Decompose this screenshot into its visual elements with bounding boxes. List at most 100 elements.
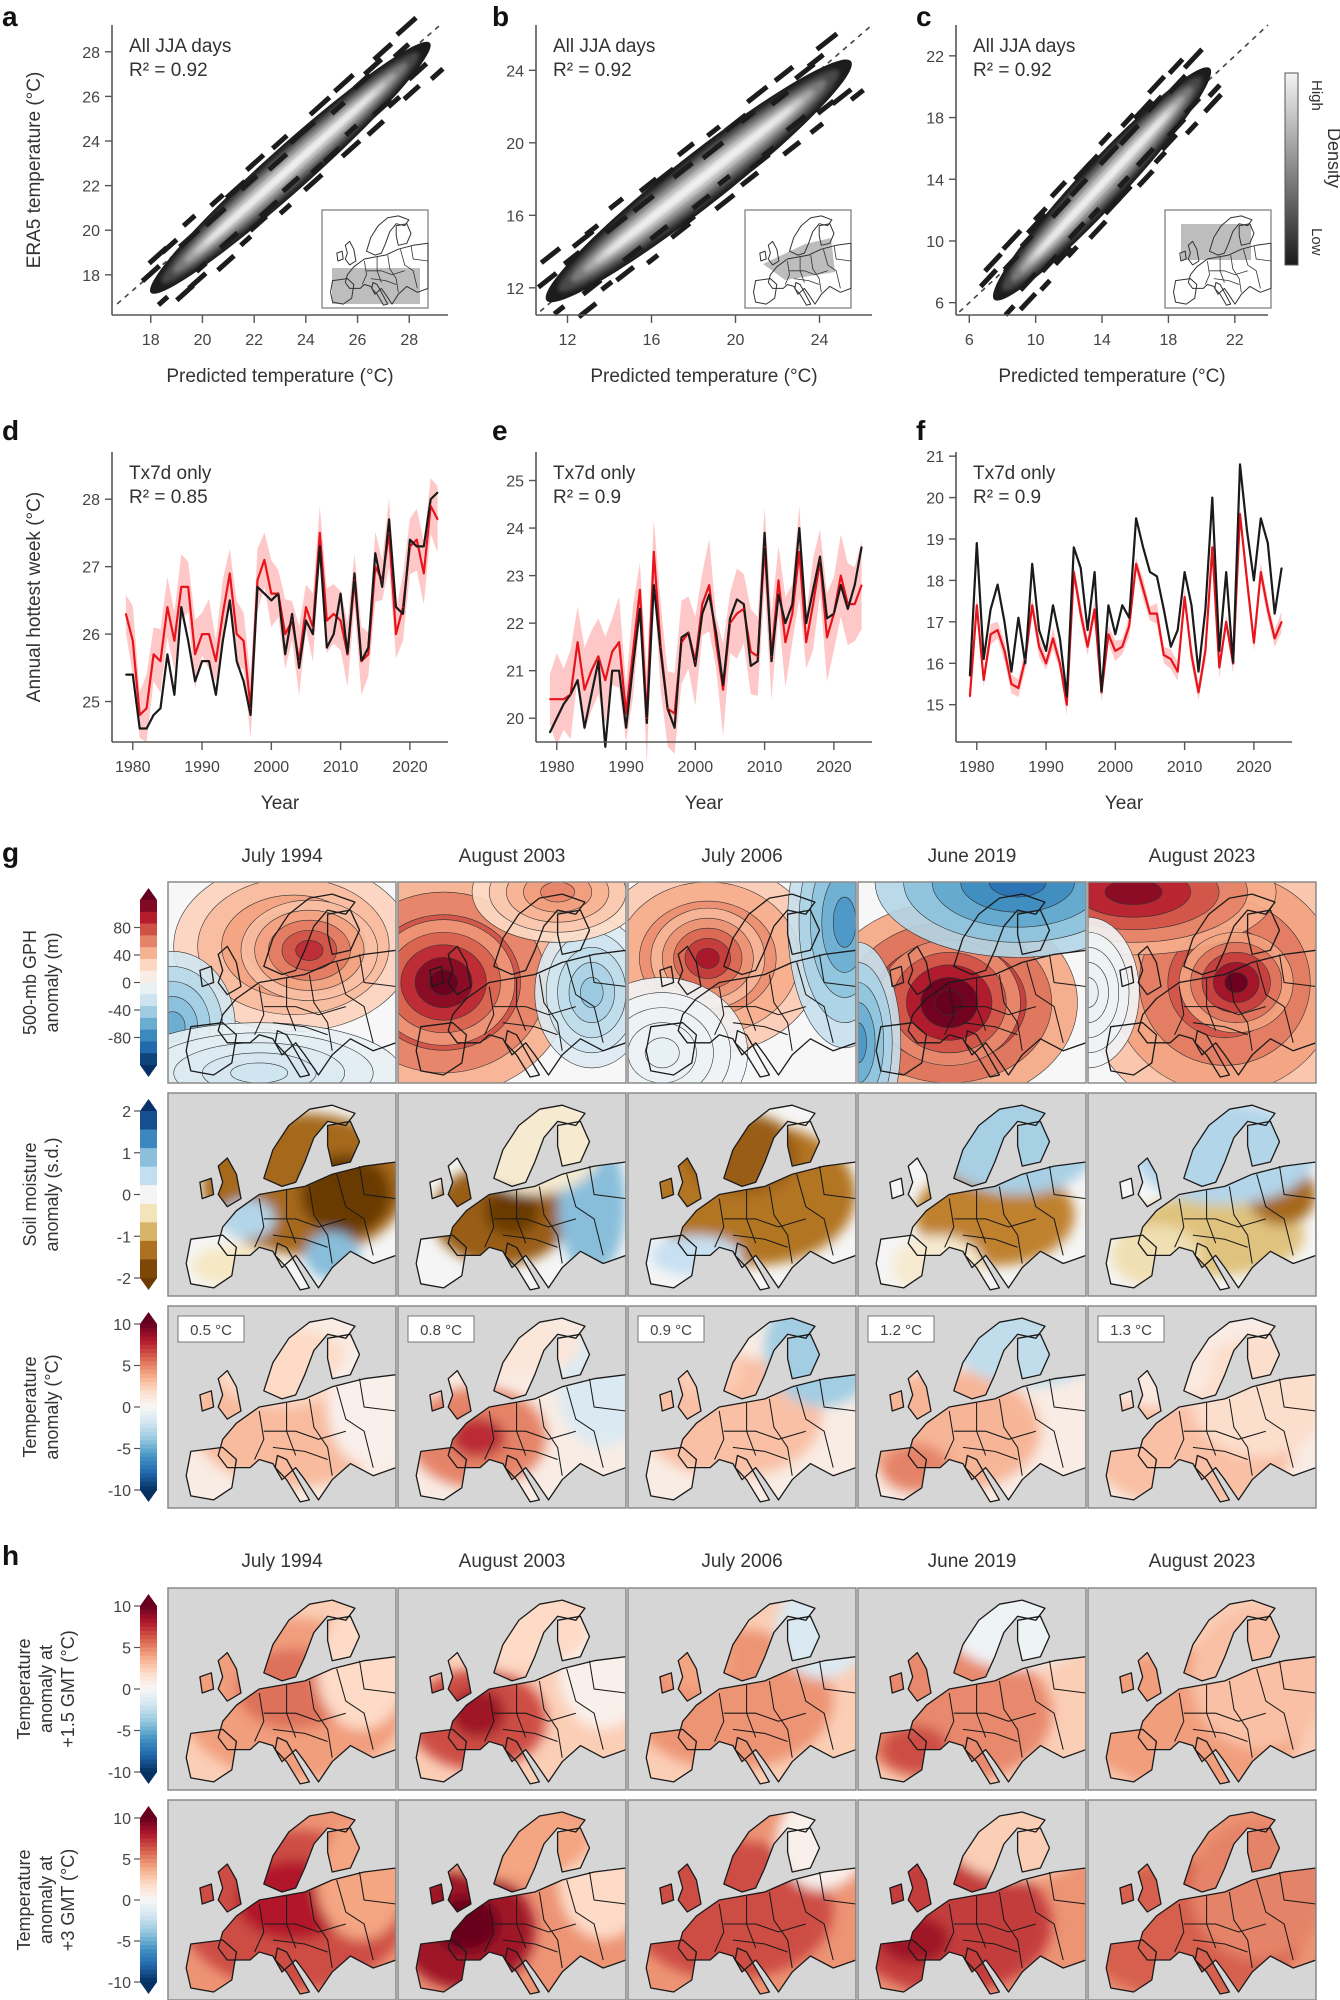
predicted-point xyxy=(708,584,710,586)
country-border xyxy=(1174,1198,1185,1248)
country-border xyxy=(1228,1186,1253,1264)
era5-point xyxy=(749,665,752,667)
colorbar-step xyxy=(140,1639,157,1644)
italy-outline xyxy=(734,1242,771,1291)
colorbar-step xyxy=(140,1469,157,1474)
mainland-outline xyxy=(677,1656,856,1783)
mainland-outline xyxy=(907,949,1086,1076)
country-border xyxy=(588,1378,626,1412)
colorbar-step xyxy=(140,1842,157,1848)
era5-point xyxy=(332,633,335,635)
country-border xyxy=(714,1198,725,1248)
predicted-point xyxy=(1197,691,1200,694)
map-column-title: July 1994 xyxy=(241,846,323,867)
mainland-outline xyxy=(344,242,429,305)
iberia-outline xyxy=(645,1939,698,1993)
annotation-r2: R² = 0.9 xyxy=(973,487,1041,508)
map-panel xyxy=(1087,1799,1317,2000)
era5-point xyxy=(1059,637,1061,640)
country-border xyxy=(953,1006,1036,1016)
colorbar-step xyxy=(140,1185,157,1205)
era5-point xyxy=(305,619,307,622)
country-border xyxy=(308,1891,333,1969)
iberia-outline xyxy=(753,278,778,305)
y-tick-label: 20 xyxy=(506,136,524,153)
era5-point xyxy=(646,722,648,724)
predicted-point xyxy=(194,653,196,656)
predicted-point xyxy=(611,650,614,653)
predicted-point xyxy=(277,592,280,595)
map-frame xyxy=(627,1305,857,1509)
predicted-point xyxy=(1052,637,1054,640)
country-border xyxy=(1256,1386,1294,1468)
colorbar-step xyxy=(140,1759,157,1765)
iberia-outline xyxy=(415,1939,468,1993)
gph-contour xyxy=(696,948,720,969)
map-frame xyxy=(627,1587,857,1791)
italy-outline xyxy=(504,1030,541,1078)
country-border xyxy=(1174,1903,1185,1953)
density-edge-cell xyxy=(308,95,332,117)
iberia-outline xyxy=(1105,1939,1158,1993)
predicted-point xyxy=(701,603,704,605)
annotation-text: All JJA days xyxy=(129,36,231,57)
map-panel xyxy=(857,1799,1087,2000)
colorbar-tick-label: 10 xyxy=(113,1317,131,1334)
country-border xyxy=(370,278,397,285)
y-axis-label: Annual hottest week (°C) xyxy=(24,492,45,702)
y-tick-label: 25 xyxy=(506,474,524,491)
density-colorbar-bar xyxy=(1284,72,1299,266)
density-edge-cell xyxy=(717,173,732,187)
ireland-outline xyxy=(659,1177,675,1200)
map-row-soil: 2 1 0 -1 -2 Soil moisture anomaly (s.d.) xyxy=(20,1092,1317,1297)
colorbar-tick-label: 0 xyxy=(122,976,131,993)
x-tick-label: 2010 xyxy=(1167,759,1203,776)
iberia-outline xyxy=(1173,278,1198,305)
mainland-outline xyxy=(907,1161,1086,1289)
scandinavia-outline xyxy=(1183,1317,1276,1400)
era5-point xyxy=(298,667,300,669)
era5-point xyxy=(1135,517,1137,520)
scandinavia-outline xyxy=(953,1811,1046,1893)
colorbar-step xyxy=(140,1850,157,1856)
country-border xyxy=(1256,1879,1294,1961)
predicted-point xyxy=(576,641,579,643)
scandinavia-outline xyxy=(493,893,586,976)
mainland-outline xyxy=(1137,1161,1316,1289)
map-row-label: Temperature xyxy=(14,1638,34,1739)
y-tick-label: 28 xyxy=(82,45,100,62)
colorbar-step xyxy=(140,1826,157,1831)
finland-outline xyxy=(1246,1615,1281,1662)
warming-badge-box xyxy=(637,1315,705,1343)
density-cloud xyxy=(140,15,445,307)
density-edge-cell xyxy=(691,193,712,211)
predicted-point xyxy=(1072,571,1075,573)
ireland-outline xyxy=(199,1883,215,1905)
colorbar-tick-label: -2 xyxy=(117,1271,131,1288)
country-border xyxy=(723,1712,806,1722)
great-britain-outline xyxy=(907,1157,932,1208)
colorbar-step xyxy=(140,1411,157,1416)
country-border xyxy=(493,1430,576,1440)
great-britain-outline xyxy=(1137,1863,1162,1913)
density-edge-cell xyxy=(209,192,225,208)
x-tick-label: 2000 xyxy=(254,759,290,776)
era5-point xyxy=(840,584,842,586)
map-frame xyxy=(857,1092,1087,1297)
colorbar-step xyxy=(140,1718,157,1723)
country-border xyxy=(254,986,265,1036)
density-edge-cell xyxy=(645,253,660,266)
iberia-outline xyxy=(185,1022,238,1076)
x-tick-label: 2010 xyxy=(747,759,783,776)
predicted-point xyxy=(1246,579,1248,582)
map-row-label: anomaly at xyxy=(36,1856,56,1944)
scandinavia-outline xyxy=(263,1317,356,1400)
era5-point xyxy=(1086,629,1089,631)
era5-point xyxy=(1017,616,1020,619)
era5-point xyxy=(583,726,586,729)
map-column-title: August 2003 xyxy=(459,1551,566,1572)
predicted-point xyxy=(659,646,662,648)
country-border xyxy=(1278,1660,1316,1694)
predicted-point xyxy=(1239,513,1241,515)
